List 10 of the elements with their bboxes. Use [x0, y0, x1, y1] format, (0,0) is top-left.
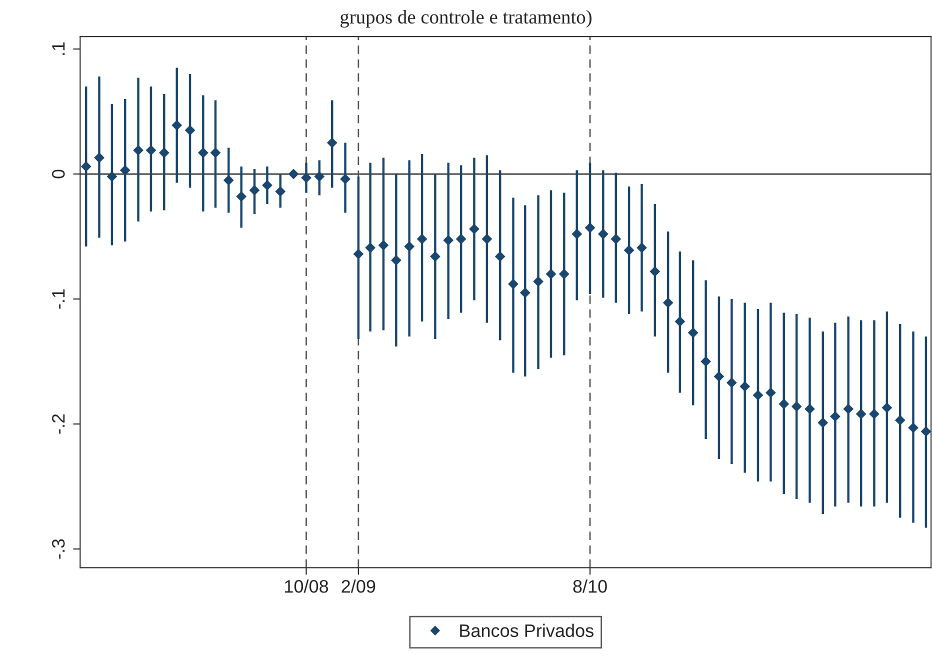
y-tick-label: .1 — [52, 42, 65, 55]
x-tick-label: 2/09 — [342, 580, 376, 593]
y-tick-label: -.1 — [52, 289, 65, 309]
x-tick-label: 10/08 — [285, 580, 328, 593]
x-tick-label: 8/10 — [573, 580, 607, 593]
y-tick-label: -.3 — [52, 539, 65, 559]
y-tick-label: -.2 — [52, 414, 65, 434]
y-tick-label: 0 — [52, 170, 65, 178]
legend-label: Bancos Privados — [460, 624, 594, 638]
chart-title: grupos de controle e tratamento) — [340, 10, 592, 28]
